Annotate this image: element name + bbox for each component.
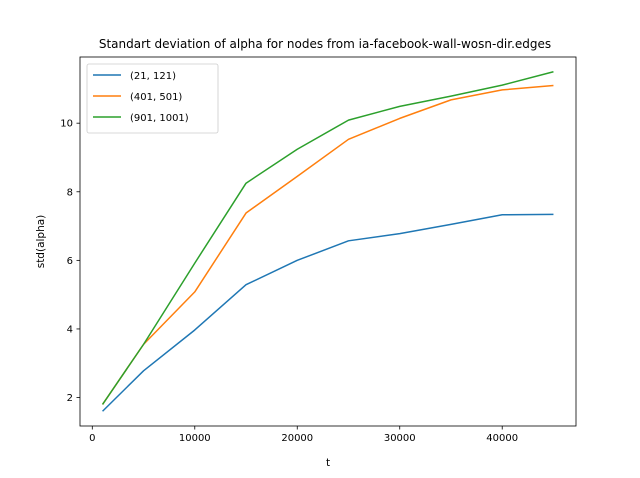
series-line-3 [101,71,554,405]
y-tick-label-4: 10 [60,119,73,130]
y-tick-label-0: 2 [67,393,73,404]
x-tick-label-0: 0 [89,433,95,444]
y-axis-label: std(alpha) [35,215,47,269]
x-tick-label-1: 10000 [179,433,211,444]
plot-frame [79,56,577,427]
x-axis-label: t [326,457,330,469]
series-line-2 [101,84,554,405]
legend-box [86,63,219,134]
x-tick-label-3: 30000 [384,433,416,444]
x-tick-label-4: 40000 [486,433,518,444]
y-tick-label-3: 8 [67,187,73,198]
y-tick-label-2: 6 [67,256,73,267]
chart-title: Standart deviation of alpha for nodes fr… [99,37,551,51]
legend-label-3: (901, 1001) [130,113,189,124]
x-tick-label-2: 20000 [281,433,313,444]
legend-label-2: (401, 501) [130,92,182,103]
y-tick-label-1: 4 [67,324,73,335]
legend-label-1: (21, 121) [130,71,176,82]
series-line-1 [102,213,554,412]
